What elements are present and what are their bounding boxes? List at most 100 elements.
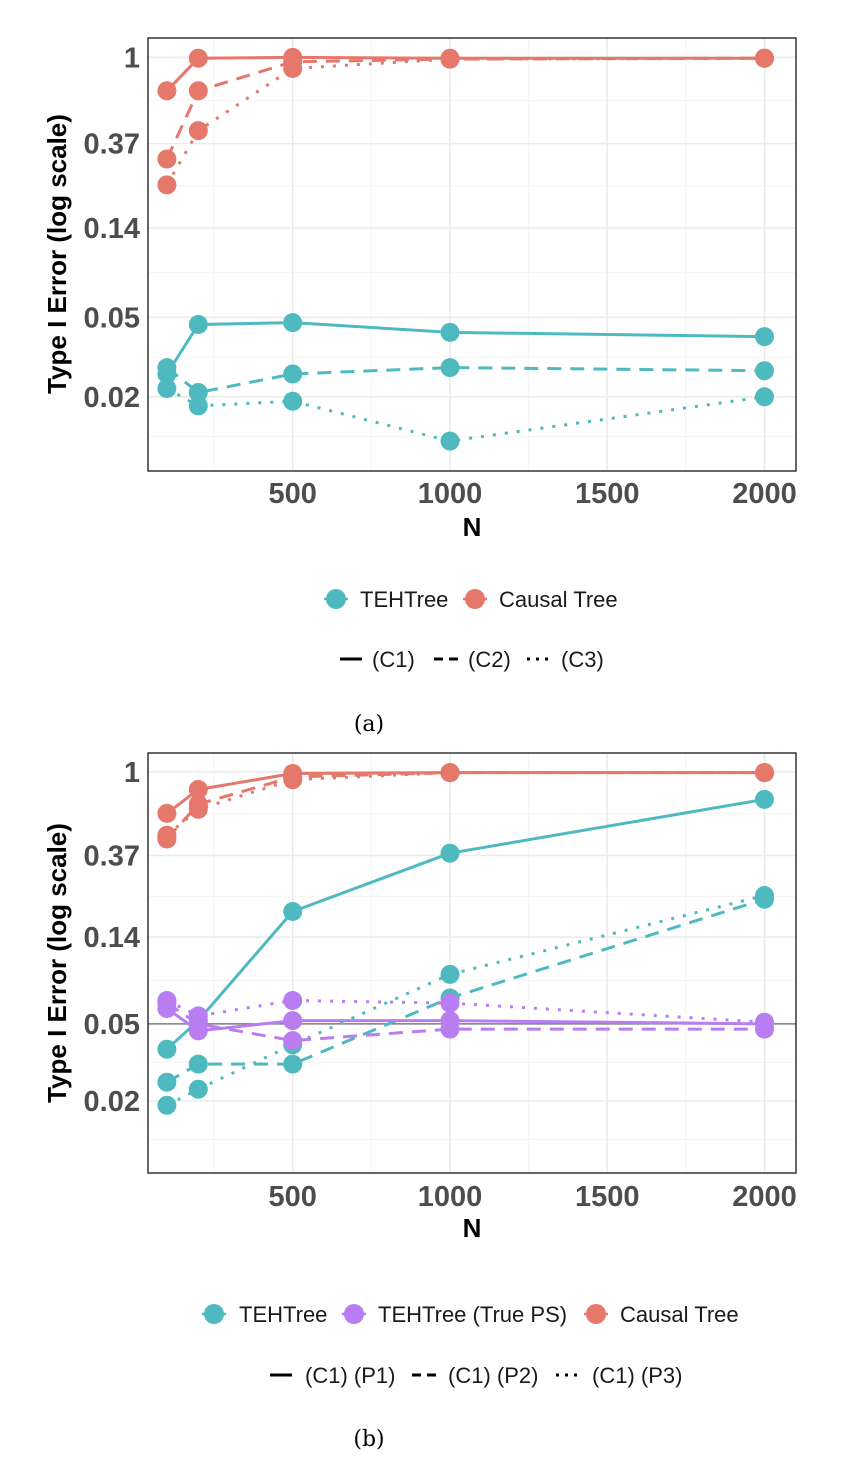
legend-swatch-point — [586, 1304, 606, 1324]
y-tick-labels-b: 0.02 0.05 0.14 0.37 1 — [84, 757, 140, 1118]
data-point-tehtree-c1 — [188, 315, 208, 334]
legend-key-true-ps-b: TEHTree (True PS) — [342, 1302, 567, 1327]
data-point-causal-tree-c3 — [283, 59, 303, 78]
x-tick-label: 1500 — [575, 478, 640, 510]
data-point-tehtree-c1-p1 — [283, 902, 303, 921]
y-tick-label: 0.02 — [84, 382, 140, 414]
y-axis-title-b: Type I Error (log scale) — [42, 823, 72, 1103]
data-point-causal-tree-c1 — [188, 48, 208, 68]
y-tick-label: 1 — [124, 757, 140, 789]
data-point-tehtree-c1-p2 — [283, 1054, 303, 1074]
data-point-causal-tree-c3 — [755, 48, 774, 68]
data-point-tehtree-true-ps-c1-p3 — [755, 1012, 774, 1032]
data-point-causal-tree-c2 — [157, 149, 177, 169]
legend-swatch-point — [344, 1304, 364, 1324]
x-axis-title-a: N — [463, 512, 482, 542]
data-point-tehtree-c3 — [440, 431, 460, 451]
data-point-causal-tree-c1-p3 — [188, 799, 208, 819]
legend-label-tehtree: TEHTree — [239, 1302, 327, 1327]
data-point-tehtree-c2 — [755, 361, 774, 381]
data-point-tehtree-c1 — [755, 327, 774, 347]
y-tick-label: 0.37 — [84, 129, 140, 161]
data-point-causal-tree-c1-p3 — [157, 825, 177, 845]
data-point-tehtree-c1-p1 — [440, 843, 460, 863]
data-point-tehtree-c1 — [283, 313, 303, 333]
plot-frame-a — [147, 37, 797, 472]
data-point-tehtree-c1-p2 — [157, 1072, 177, 1092]
legend-label-p1: (C1) (P1) — [305, 1363, 395, 1388]
x-axis-title-b: N — [463, 1213, 482, 1243]
series-points-b — [157, 763, 774, 1115]
caption-b: (b) — [353, 1427, 384, 1452]
legend-linetype-a: (C1) (C2) (C3) — [340, 647, 604, 672]
legend-label-tehtree: TEHTree — [360, 587, 448, 612]
y-tick-label: 0.37 — [84, 840, 140, 872]
plot-frame-b — [147, 752, 797, 1174]
plot-panel-a — [148, 38, 796, 471]
panel-a: 0.02 0.05 0.14 0.37 1 500 1000 1500 2000 N Type… — [42, 37, 797, 737]
series-line-tehtree-c3 — [166, 387, 765, 443]
x-tick-label: 2000 — [732, 1181, 797, 1213]
caption-a: (a) — [354, 712, 384, 737]
legend-swatch-point — [465, 589, 485, 609]
legend-key-tehtree-b: TEHTree — [202, 1302, 327, 1327]
data-point-tehtree-c2 — [283, 364, 303, 384]
legend-key-causal-tree-a: Causal Tree — [463, 587, 618, 612]
x-tick-labels-b: 500 1000 1500 2000 — [269, 1181, 797, 1213]
legend-key-tehtree-a: TEHTree — [324, 587, 448, 612]
data-point-tehtree-true-ps-c1-p3 — [157, 991, 177, 1010]
y-tick-label: 0.14 — [84, 922, 140, 954]
data-point-tehtree-c1-p3 — [440, 964, 460, 984]
y-tick-label: 0.05 — [84, 1009, 140, 1041]
data-point-tehtree-c2 — [440, 358, 460, 378]
data-point-tehtree-true-ps-c1-p1 — [283, 1011, 303, 1031]
y-tick-label: 0.05 — [84, 302, 140, 334]
series-line-tehtree-c1-p2 — [166, 897, 765, 1084]
data-point-causal-tree-c1-p3 — [440, 763, 460, 783]
legend-label-c3: (C3) — [561, 647, 604, 672]
x-tick-label: 500 — [269, 1181, 317, 1213]
legend-swatch-point — [204, 1304, 224, 1324]
series-points-a — [157, 47, 774, 451]
x-tick-label: 1000 — [418, 1181, 483, 1213]
data-point-tehtree-c3 — [188, 396, 208, 416]
data-point-causal-tree-c1-p3 — [755, 763, 774, 783]
data-point-tehtree-c1-p3 — [755, 886, 774, 905]
data-point-causal-tree-c3 — [188, 121, 208, 141]
data-point-causal-tree-c1-p1 — [157, 803, 177, 823]
legend-label-c2: (C2) — [468, 647, 511, 672]
data-point-tehtree-c2 — [157, 358, 177, 378]
data-point-tehtree-true-ps-c1-p3 — [188, 1006, 208, 1026]
data-point-causal-tree-c3 — [440, 49, 460, 69]
data-point-tehtree-true-ps-c1-p3 — [440, 993, 460, 1013]
data-point-causal-tree-c3 — [157, 175, 177, 195]
data-point-causal-tree-c1-p1 — [188, 780, 208, 799]
series-line-tehtree-true-ps-c1-p2 — [166, 1001, 765, 1043]
data-point-tehtree-c1-p1 — [755, 789, 774, 809]
y-tick-labels-a: 0.02 0.05 0.14 0.37 1 — [84, 42, 140, 413]
x-tick-label: 2000 — [732, 478, 797, 510]
series-line-tehtree-c2 — [165, 366, 765, 394]
legend-key-causal-tree-b: Causal Tree — [584, 1302, 739, 1327]
data-point-causal-tree-c1 — [157, 81, 177, 101]
y-tick-label: 1 — [124, 42, 140, 74]
panel-b: 0.02 0.05 0.14 0.37 1 500 1000 1500 2000 N Type… — [42, 752, 797, 1452]
y-tick-label: 0.02 — [84, 1086, 140, 1118]
y-tick-label: 0.14 — [84, 213, 140, 245]
data-point-tehtree-c3 — [157, 379, 177, 398]
data-point-tehtree-c1-p3 — [188, 1079, 208, 1099]
data-point-tehtree-c1 — [440, 322, 460, 342]
data-point-tehtree-true-ps-c1-p2 — [283, 1031, 303, 1051]
legend-swatch-point — [326, 589, 346, 609]
data-point-tehtree-c3 — [283, 391, 303, 411]
legend-colour-a: TEHTree Causal Tree — [324, 587, 618, 612]
data-point-tehtree-c1-p2 — [188, 1054, 208, 1074]
x-tick-label: 1500 — [575, 1181, 640, 1213]
series-line-tehtree-c1-p3 — [166, 894, 765, 1107]
data-point-tehtree-c3 — [755, 387, 774, 407]
data-point-tehtree-c1-p3 — [157, 1095, 177, 1115]
legend-label-causal-tree: Causal Tree — [499, 587, 618, 612]
legend-label-c1: (C1) — [372, 647, 415, 672]
data-point-tehtree-c1-p1 — [157, 1039, 177, 1059]
x-tick-label: 1000 — [418, 478, 483, 510]
